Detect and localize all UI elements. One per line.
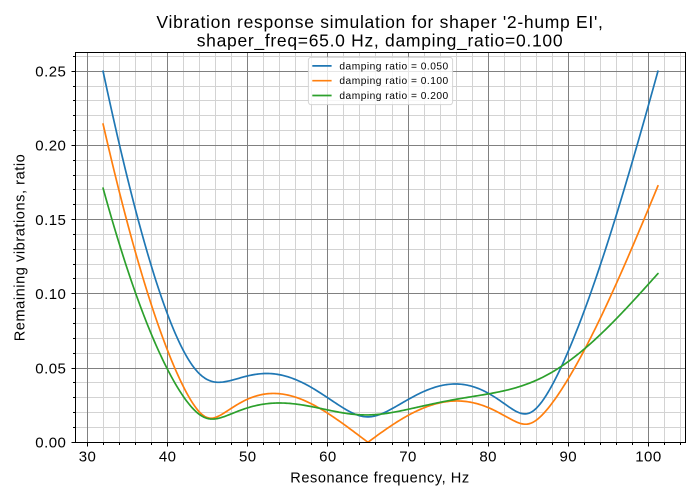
svg-text:80: 80	[479, 449, 497, 466]
svg-text:damping ratio = 0.050: damping ratio = 0.050	[339, 61, 448, 72]
svg-text:40: 40	[159, 449, 177, 466]
svg-text:Resonance frequency, Hz: Resonance frequency, Hz	[290, 470, 470, 486]
svg-text:Vibration response simulation: Vibration response simulation for shaper…	[156, 12, 603, 32]
svg-text:0.20: 0.20	[35, 138, 66, 155]
svg-text:90: 90	[560, 449, 578, 466]
svg-text:0.25: 0.25	[35, 63, 66, 80]
svg-text:70: 70	[399, 449, 417, 466]
svg-text:0.00: 0.00	[35, 435, 66, 452]
svg-text:shaper_freq=65.0 Hz, damping_r: shaper_freq=65.0 Hz, damping_ratio=0.100	[197, 31, 564, 52]
svg-text:100: 100	[635, 449, 661, 466]
svg-text:0.15: 0.15	[35, 212, 66, 229]
svg-text:damping ratio = 0.100: damping ratio = 0.100	[339, 76, 448, 87]
svg-text:0.05: 0.05	[35, 360, 66, 377]
svg-text:50: 50	[239, 449, 257, 466]
svg-text:0.10: 0.10	[35, 286, 66, 303]
svg-text:30: 30	[79, 449, 97, 466]
svg-text:Remaining vibrations, ratio: Remaining vibrations, ratio	[13, 154, 29, 342]
svg-text:damping ratio = 0.200: damping ratio = 0.200	[339, 91, 448, 102]
svg-text:60: 60	[319, 449, 337, 466]
